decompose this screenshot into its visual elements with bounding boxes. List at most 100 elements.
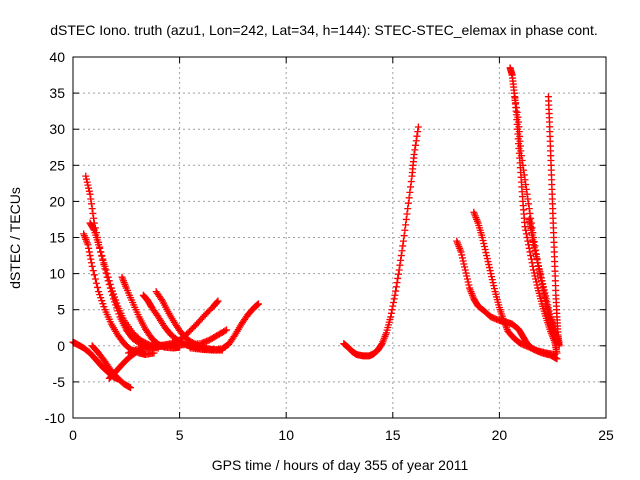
data-marks [69,64,563,392]
data-point [85,187,93,195]
data-point [103,270,111,278]
x-tick-label: 0 [69,427,77,443]
data-point [513,108,521,116]
y-tick-label: -5 [53,374,66,390]
data-point [111,293,119,301]
data-point [95,241,103,249]
data-point [90,214,98,222]
data-point [522,230,530,238]
data-point [91,275,99,283]
data-point [526,248,534,256]
data-point [532,275,540,283]
data-point [404,199,412,207]
data-point [510,89,518,97]
y-tick-label: 25 [49,157,65,173]
y-axis-label: dSTEC / TECUs [7,187,23,289]
data-point [517,152,525,160]
data-point [395,266,403,274]
data-point [107,284,115,292]
y-tick-label: 0 [57,338,65,354]
data-point [525,205,533,213]
data-point [405,194,413,202]
data-point [543,298,551,306]
data-point [87,195,95,203]
data-point [213,298,221,306]
series-3 [80,230,158,358]
data-point [539,283,547,291]
data-point [537,271,545,279]
data-point [396,261,404,269]
data-point [98,252,106,260]
data-point [483,255,491,263]
data-point [87,200,95,208]
data-point [406,188,414,196]
data-point [532,250,540,258]
data-point [84,181,92,189]
data-point [221,327,229,335]
data-point [480,243,488,251]
data-point [461,266,469,274]
data-point [520,166,528,174]
data-point [387,313,395,321]
data-point [481,246,489,254]
data-point [214,297,222,305]
data-point [84,241,92,249]
data-point [98,297,106,305]
data-point [534,262,542,270]
data-point [463,272,471,280]
data-point [541,289,549,297]
data-point [523,190,531,198]
data-point [401,226,409,234]
x-tick-label: 25 [598,427,614,443]
data-point [87,259,95,267]
series-5 [86,219,171,351]
data-point [392,287,400,295]
data-point [545,307,553,315]
data-point [522,185,530,193]
data-point [464,278,472,286]
data-point [89,209,97,217]
data-point [392,283,400,291]
y-tick-label: 10 [49,266,65,282]
data-point [390,295,398,303]
data-point [85,184,93,192]
data-point [390,298,398,306]
data-point [533,256,541,264]
data-point [88,262,96,270]
data-point [518,156,526,164]
data-point [399,242,407,250]
data-point [525,200,533,208]
data-point [393,279,401,287]
series-12 [340,123,422,360]
data-point [485,261,493,269]
data-point [412,141,420,149]
data-point [484,258,492,266]
data-point [413,132,421,140]
data-point [108,287,116,295]
x-tick-label: 15 [385,427,401,443]
data-point [90,225,98,233]
data-point [410,150,418,158]
data-point [512,104,520,112]
data-point [488,273,496,281]
tick-labels: 0 5 10 15 20 25 -10 -5 0 5 10 15 20 25 30 35 40 [45,49,614,443]
data-point [397,252,405,260]
data-point [92,279,100,287]
data-point [254,300,262,308]
data-point [520,171,528,179]
data-point [527,252,535,260]
data-point [83,175,91,183]
data-point [553,349,561,357]
y-tick-label: 35 [49,85,65,101]
data-point [531,247,539,255]
data-point [479,237,487,245]
data-point [402,215,410,223]
data-point [555,342,563,350]
data-point [483,252,491,260]
series-2 [88,342,135,392]
data-point [542,295,550,303]
data-point [86,190,94,198]
data-point [536,268,544,276]
data-point [82,172,90,180]
data-point [411,146,419,154]
